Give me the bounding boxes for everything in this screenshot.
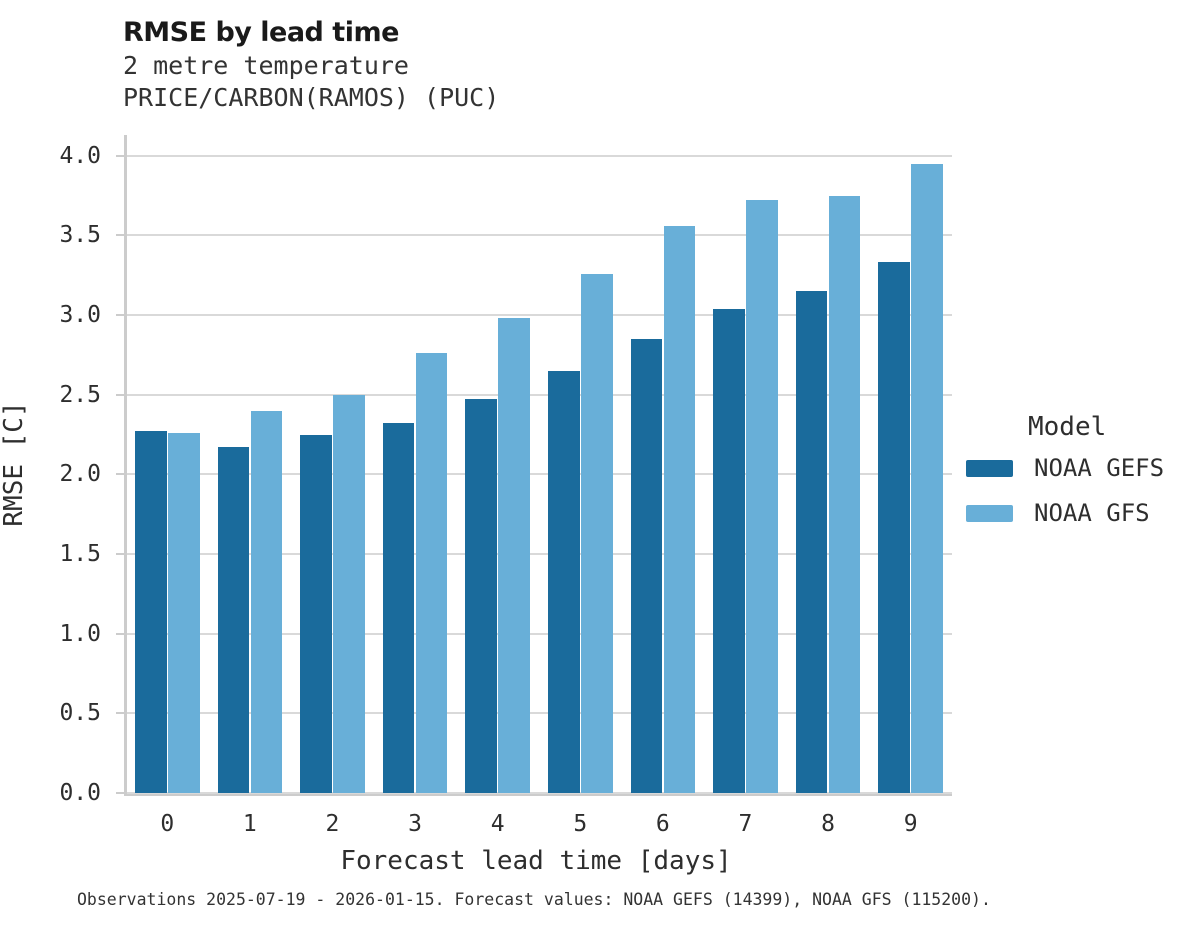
gridline-y-3.5 — [127, 234, 952, 237]
gridline-y-0.5 — [127, 712, 952, 715]
legend-items: NOAA GEFS NOAA GFS — [966, 454, 1164, 527]
plot-area: 0.0 0.5 1.0 1.5 2.0 2.5 3.0 3.5 4.0 0 1 2 3 4 5 6 7 8 9 — [59, 135, 952, 837]
chart-title: RMSE by lead time — [123, 17, 399, 48]
y-tick-label-0.0: 0.0 — [59, 780, 101, 806]
bar-noaa-gefs-day-3 — [382, 423, 415, 793]
y-tick-label-1.0: 1.0 — [59, 620, 101, 647]
bar-noaa-gefs-day-6 — [630, 338, 663, 793]
chart-subtitle-variable: 2 metre temperature — [123, 51, 409, 80]
legend-item-noaa-gefs: NOAA GEFS — [966, 454, 1164, 482]
bar-noaa-gefs-day-1 — [217, 447, 250, 793]
y-tick-mark — [116, 473, 124, 476]
y-tick-mark — [116, 393, 124, 396]
gridline-y-1.0 — [127, 632, 952, 635]
y-tick-label-3.0: 3.0 — [59, 302, 101, 329]
gridline-y-1.5 — [127, 553, 952, 556]
y-tick-label-3.5: 3.5 — [59, 222, 101, 249]
y-tick-label-1.5: 1.5 — [59, 541, 101, 568]
bar-noaa-gfs-day-8 — [828, 195, 861, 793]
x-axis-label: Forecast lead time [days] — [340, 846, 732, 876]
x-tick-label-2: 2 — [325, 811, 340, 837]
y-tick-label-4.0: 4.0 — [59, 142, 101, 169]
legend-label: NOAA GFS — [1034, 499, 1150, 527]
x-tick-label-4: 4 — [490, 811, 505, 837]
gridline-y-3.0 — [127, 314, 952, 317]
x-tick-label-3: 3 — [408, 811, 422, 837]
y-tick-mark — [116, 314, 124, 317]
y-axis-label: RMSE [C] — [0, 401, 29, 527]
y-tick-mark — [116, 154, 124, 157]
y-tick-mark — [116, 792, 124, 794]
x-tick-label-1: 1 — [242, 811, 257, 837]
bar-noaa-gefs-day-9 — [878, 262, 910, 793]
y-tick-label-2.0: 2.0 — [59, 461, 101, 488]
legend-label: NOAA GEFS — [1034, 454, 1165, 482]
x-tick-label-0: 0 — [160, 811, 175, 837]
legend: Model NOAA GEFS NOAA GFS — [966, 412, 1164, 544]
bar-noaa-gfs-day-4 — [498, 318, 530, 793]
bar-noaa-gefs-day-5 — [548, 370, 580, 793]
bar-noaa-gefs-day-7 — [713, 308, 745, 793]
gridline-y-2.0 — [127, 473, 952, 476]
y-tick-mark — [116, 234, 124, 237]
bar-noaa-gfs-day-6 — [663, 225, 696, 793]
bar-noaa-gefs-day-4 — [465, 399, 497, 793]
gridline-y-2.5 — [127, 393, 952, 396]
bar-noaa-gfs-day-7 — [746, 200, 778, 793]
chart-header: RMSE by lead time 2 metre temperature PR… — [123, 16, 499, 114]
bar-noaa-gefs-day-0 — [135, 431, 167, 793]
legend-swatch-icon — [966, 504, 1013, 522]
legend-swatch-icon — [966, 459, 1013, 477]
gridline-y-4.0 — [127, 154, 952, 157]
footer-caption: Observations 2025-07-19 - 2026-01-15. Fo… — [77, 890, 991, 909]
x-tick-label-8: 8 — [821, 811, 835, 837]
bar-noaa-gfs-day-3 — [415, 353, 448, 793]
bar-noaa-gfs-day-9 — [911, 163, 943, 793]
y-tick-label-0.5: 0.5 — [59, 700, 101, 727]
bar-noaa-gefs-day-2 — [300, 434, 332, 793]
bar-noaa-gfs-day-1 — [250, 410, 283, 793]
x-tick-label-7: 7 — [738, 811, 753, 837]
y-tick-mark — [116, 632, 124, 635]
x-tick-label-9: 9 — [903, 811, 918, 837]
legend-item-noaa-gfs: NOAA GFS — [966, 499, 1164, 527]
chart-subtitle-station: PRICE/CARBON(RAMOS) (PUC) — [123, 83, 500, 112]
bar-noaa-gefs-day-8 — [795, 291, 828, 793]
bar-noaa-gfs-day-2 — [333, 394, 365, 793]
bar-noaa-gfs-day-0 — [168, 432, 200, 793]
y-tick-label-2.5: 2.5 — [59, 381, 101, 408]
y-tick-mark — [116, 712, 124, 715]
y-tick-mark — [116, 553, 124, 556]
legend-title: Model — [1028, 412, 1107, 442]
x-tick-label-5: 5 — [573, 811, 588, 837]
bar-noaa-gfs-day-5 — [581, 273, 613, 793]
x-tick-label-6: 6 — [655, 811, 670, 837]
gridline-y-0.0 — [127, 792, 952, 794]
